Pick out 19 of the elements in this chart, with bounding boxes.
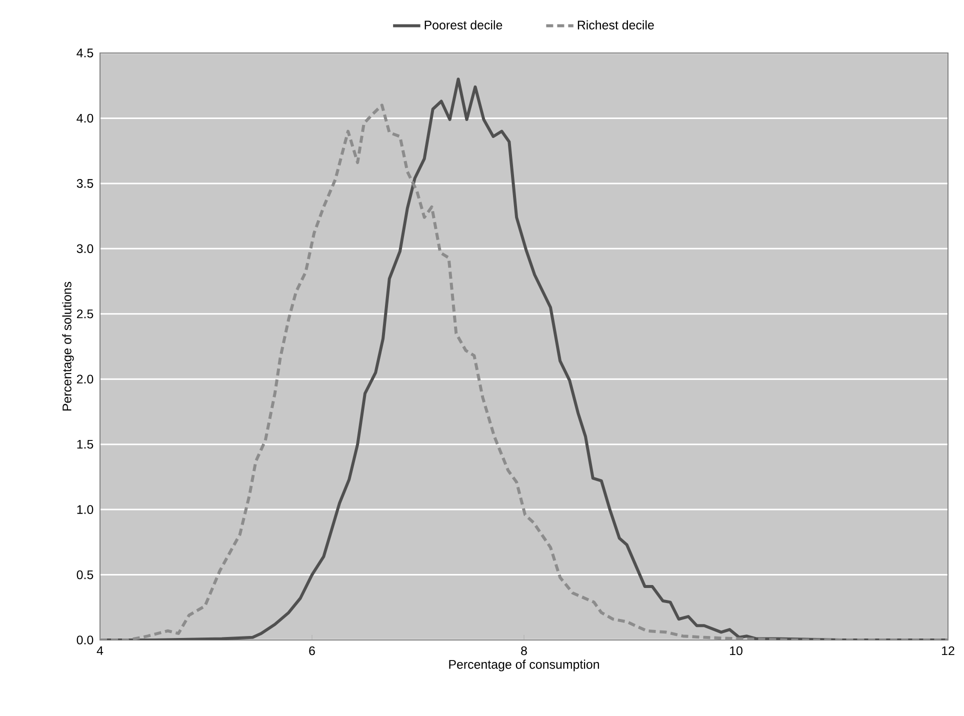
y-tick-label: 3.0 (76, 244, 94, 254)
y-tick-label: 0.0 (76, 636, 94, 644)
y-axis-title: Percentage of solutions (62, 282, 74, 411)
x-tick-label: 10 (730, 646, 742, 656)
y-tick-label: 4.0 (76, 114, 94, 123)
x-tick-label: 4 (96, 646, 104, 655)
y-tick-label: 1.5 (77, 440, 94, 449)
legend-label: Richest decile (578, 20, 654, 30)
y-tick-label: 2.0 (76, 374, 94, 384)
x-tick-label: 8 (521, 646, 527, 656)
x-axis-title: Percentage of consumption (449, 660, 599, 672)
y-tick-label: 0.5 (76, 570, 94, 580)
x-tick-label: 12 (942, 646, 954, 656)
y-tick-label: 1.0 (77, 505, 94, 514)
x-tick-label: 6 (309, 646, 315, 656)
y-tick-label: 2.5 (76, 309, 94, 318)
y-tick-label: 4.5 (76, 48, 94, 58)
y-tick-label: 3.5 (76, 179, 94, 188)
legend-label: Poorest decile (424, 20, 502, 30)
